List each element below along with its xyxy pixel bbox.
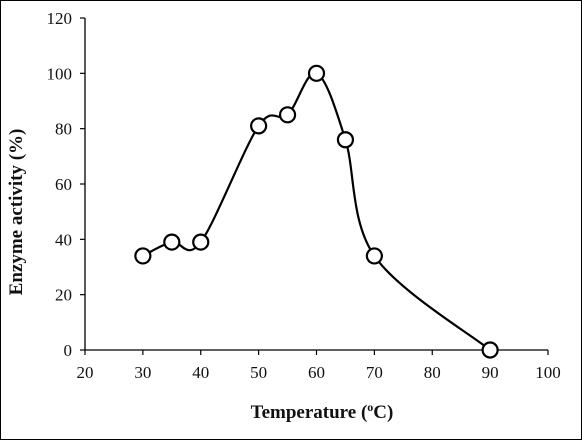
data-point [163,233,181,251]
y-tick-label: 40 [55,230,72,249]
data-point [307,64,326,82]
series-markers [134,64,499,359]
x-axis-title-degree-sup: o [367,400,373,414]
x-tick-label: 50 [250,363,267,382]
series-line [142,72,491,351]
x-tick-label: 100 [535,363,561,382]
data-point [278,106,297,124]
x-tick-label: 80 [424,363,441,382]
x-tick-label: 20 [77,363,94,382]
x-tick-label: 90 [482,363,499,382]
data-point [481,341,499,359]
y-tick-label: 120 [47,9,73,28]
data-point [365,247,383,265]
y-tick-label: 20 [55,286,72,305]
x-tick-label: 60 [308,363,325,382]
y-tick-label: 0 [64,341,73,360]
data-point [336,131,355,149]
y-tick-label: 60 [55,175,72,194]
x-axis-title-part-1: Temperature ( [251,402,368,423]
y-tick-label: 80 [55,120,72,139]
x-axis-title: Temperature (oC) [251,400,394,423]
x-tick-label: 40 [192,363,209,382]
x-tick-label: 70 [366,363,383,382]
x-axis-ticks: 20 30 40 50 60 70 80 90 100 [77,350,561,382]
x-axis-title-part-2: C) [373,402,393,423]
data-point [192,233,210,251]
y-axis-ticks: 0 20 40 60 80 100 120 [47,9,85,360]
data-point [250,117,268,135]
x-tick-label: 30 [134,363,151,382]
y-tick-label: 100 [47,64,73,83]
data-point [134,247,152,265]
y-axis-title: Enzyme activity (%) [6,129,27,296]
